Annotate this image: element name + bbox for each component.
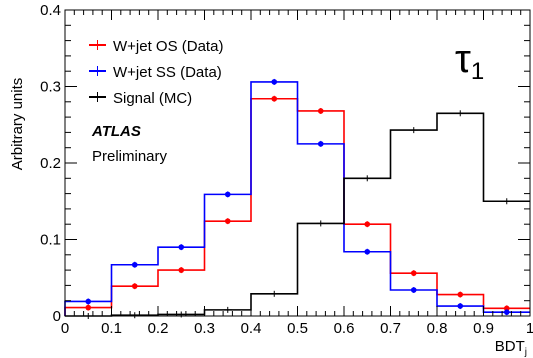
legend-label-2: Signal (MC) [113, 90, 192, 107]
data-point [178, 244, 185, 250]
data-point [85, 304, 92, 311]
x-axis-label-subscript: j [524, 347, 527, 358]
x-tick-label: 0.1 [101, 320, 122, 337]
particle-subscript: 1 [471, 58, 484, 85]
x-axis-label-main: BDT [495, 338, 525, 355]
data-markers [85, 79, 510, 315]
x-tick-label: 0.6 [334, 320, 355, 337]
x-tick-label: 0 [61, 320, 69, 337]
data-point [271, 79, 278, 85]
data-point [457, 303, 464, 309]
legend: W+jet OS (Data) W+jet SS (Data) Signal (MC… [89, 38, 223, 107]
data-point [503, 305, 510, 312]
data-point [178, 267, 185, 273]
legend-label-0: W+jet OS (Data) [113, 38, 223, 55]
data-point [503, 309, 510, 315]
data-point [85, 298, 92, 305]
x-tick-label: 1 [526, 320, 533, 337]
x-tick-label: 0.9 [473, 320, 494, 337]
x-axis-tick-labels: 0 0.1 0.2 0.3 0.4 0.5 0.6 0.7 0.8 0.9 1 [61, 320, 533, 337]
x-tick-label: 0.3 [194, 320, 215, 337]
y-tick-label: 0.3 [40, 79, 61, 96]
x-tick-label: 0.7 [380, 320, 401, 337]
y-tick-label: 0.4 [40, 2, 61, 19]
x-tick-label: 0.2 [148, 320, 169, 337]
data-point [410, 270, 417, 276]
data-point [364, 248, 371, 255]
y-tick-label: 0.1 [40, 232, 61, 249]
x-tick-label: 0.8 [427, 320, 448, 337]
data-point [317, 108, 324, 114]
legend-label-1: W+jet SS (Data) [113, 64, 222, 81]
data-point [131, 283, 138, 289]
y-axis-label: Arbitrary units [9, 78, 26, 171]
atlas-label: ATLAS [91, 123, 141, 140]
x-axis-ticks [64, 10, 531, 316]
data-point [317, 141, 324, 147]
data-point [410, 287, 417, 293]
y-tick-label: 0.2 [40, 155, 61, 172]
series-line-1 [64, 81, 530, 316]
y-tick-label: 0 [53, 308, 61, 325]
data-point [224, 191, 231, 198]
data-point [457, 291, 464, 298]
x-axis-label: BDTj [495, 338, 527, 358]
data-point [271, 95, 278, 102]
data-point [131, 261, 138, 268]
data-point [364, 221, 371, 227]
data-point [224, 218, 231, 224]
particle-label: τ1 [455, 37, 484, 85]
x-tick-label: 0.5 [287, 320, 308, 337]
y-axis-ticks [65, 9, 530, 317]
y-axis-tick-labels: 0 0.1 0.2 0.3 0.4 [40, 2, 61, 325]
x-tick-label: 0.4 [241, 320, 262, 337]
particle-symbol: τ [455, 37, 471, 81]
preliminary-label: Preliminary [92, 148, 168, 165]
